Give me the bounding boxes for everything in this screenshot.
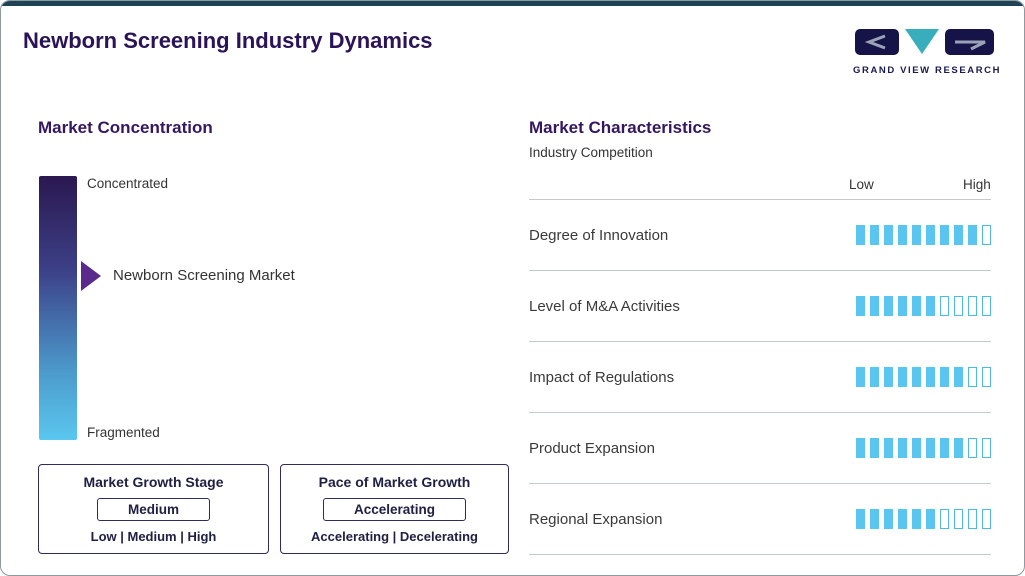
segment-filled xyxy=(954,225,963,245)
segment-empty xyxy=(982,225,991,245)
characteristics-rows: Degree of Innovation Level of M&A Activi… xyxy=(529,199,991,555)
characteristic-label: Product Expansion xyxy=(529,439,655,457)
characteristic-label: Level of M&A Activities xyxy=(529,297,680,315)
page-title: Newborn Screening Industry Dynamics xyxy=(23,28,433,53)
segment-filled xyxy=(884,296,893,316)
logo-brand-text: GRAND VIEW RESEARCH xyxy=(853,65,1002,76)
segment-filled xyxy=(954,367,963,387)
segment-filled xyxy=(870,367,879,387)
segment-filled xyxy=(940,438,949,458)
growth-pace-title: Pace of Market Growth xyxy=(318,474,471,490)
segment-filled xyxy=(884,438,893,458)
segment-filled xyxy=(856,225,865,245)
segment-filled xyxy=(856,367,865,387)
characteristic-row: Product Expansion xyxy=(529,413,991,484)
segment-filled xyxy=(898,438,907,458)
segment-empty xyxy=(982,296,991,316)
segment-filled xyxy=(898,225,907,245)
rating-segments xyxy=(856,367,991,387)
characteristic-row: Level of M&A Activities xyxy=(529,271,991,342)
segment-filled xyxy=(912,438,921,458)
segment-filled xyxy=(884,367,893,387)
segment-filled xyxy=(884,225,893,245)
scale-high-label: High xyxy=(963,177,991,192)
segment-filled xyxy=(912,367,921,387)
segment-filled xyxy=(926,438,935,458)
segment-filled xyxy=(926,509,935,529)
segment-empty xyxy=(968,509,977,529)
segment-empty xyxy=(968,296,977,316)
segment-filled xyxy=(968,225,977,245)
fragmented-label: Fragmented xyxy=(87,425,160,440)
segment-filled xyxy=(870,509,879,529)
segment-filled xyxy=(912,509,921,529)
segment-filled xyxy=(898,509,907,529)
segment-filled xyxy=(926,296,935,316)
market-marker-label: Newborn Screening Market xyxy=(113,267,295,284)
segment-filled xyxy=(940,367,949,387)
segment-empty xyxy=(982,367,991,387)
concentration-gradient-bar xyxy=(39,176,77,440)
grand-view-research-logo: GRAND VIEW RESEARCH xyxy=(853,27,1002,76)
characteristic-label: Impact of Regulations xyxy=(529,368,675,386)
segment-filled xyxy=(926,225,935,245)
segment-filled xyxy=(912,296,921,316)
market-growth-stage-box: Market Growth Stage Medium Low | Medium … xyxy=(38,464,269,554)
concentrated-label: Concentrated xyxy=(87,176,169,191)
segment-empty xyxy=(954,296,963,316)
segment-empty xyxy=(954,509,963,529)
segment-empty xyxy=(982,438,991,458)
growth-stage-options: Low | Medium | High xyxy=(90,529,217,544)
segment-filled xyxy=(940,225,949,245)
growth-pace-value-badge: Accelerating xyxy=(322,498,467,521)
characteristic-row: Degree of Innovation xyxy=(529,200,991,271)
growth-pace-options: Accelerating | Decelerating xyxy=(311,529,478,544)
top-accent-bar xyxy=(1,1,1024,6)
segment-filled xyxy=(856,509,865,529)
rating-segments xyxy=(856,509,991,529)
segment-filled xyxy=(856,438,865,458)
logo-icon xyxy=(855,29,994,55)
rating-segments xyxy=(856,296,991,316)
rating-segments xyxy=(856,438,991,458)
segment-empty xyxy=(940,296,949,316)
characteristic-label: Degree of Innovation xyxy=(529,226,669,244)
segment-filled xyxy=(954,438,963,458)
segment-filled xyxy=(884,509,893,529)
characteristic-row: Regional Expansion xyxy=(529,484,991,555)
segment-empty xyxy=(968,367,977,387)
segment-filled xyxy=(926,367,935,387)
growth-stage-title: Market Growth Stage xyxy=(83,474,224,490)
segment-filled xyxy=(870,296,879,316)
triangle-marker-icon xyxy=(81,261,101,291)
segment-empty xyxy=(940,509,949,529)
segment-filled xyxy=(912,225,921,245)
scale-low-label: Low xyxy=(849,177,874,192)
rating-segments xyxy=(856,225,991,245)
segment-filled xyxy=(870,225,879,245)
characteristic-row: Impact of Regulations xyxy=(529,342,991,413)
industry-competition-subtitle: Industry Competition xyxy=(529,145,653,160)
characteristic-label: Regional Expansion xyxy=(529,510,663,528)
segment-empty xyxy=(968,438,977,458)
market-concentration-heading: Market Concentration xyxy=(38,118,213,137)
growth-stage-value-badge: Medium xyxy=(96,498,210,521)
segment-empty xyxy=(982,509,991,529)
segment-filled xyxy=(898,296,907,316)
segment-filled xyxy=(856,296,865,316)
segment-filled xyxy=(870,438,879,458)
pace-of-market-growth-box: Pace of Market Growth Accelerating Accel… xyxy=(280,464,509,554)
segment-filled xyxy=(898,367,907,387)
market-characteristics-heading: Market Characteristics xyxy=(529,118,712,137)
